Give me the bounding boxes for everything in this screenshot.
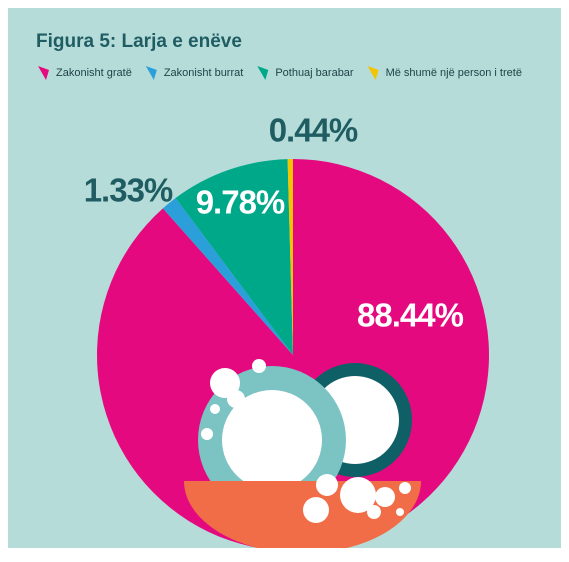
bubble <box>303 497 329 523</box>
bubble <box>227 390 245 408</box>
bubble <box>375 487 395 507</box>
data-label: 0.44% <box>269 112 358 149</box>
data-label: 88.44% <box>357 297 464 334</box>
bubble <box>201 428 213 440</box>
bubble <box>367 505 381 519</box>
data-label: 9.78% <box>196 184 285 221</box>
bubble <box>210 404 220 414</box>
legend-label: Më shumë një person i tretë <box>386 67 522 79</box>
data-label: 1.33% <box>84 172 173 209</box>
bubble <box>316 474 338 496</box>
legend-label: Zakonisht gratë <box>56 67 132 79</box>
page: {"chart_data": {"type": "pie", "title": … <box>0 0 569 562</box>
chart: Figura 5: Larja e enëve Zakonisht gratëZ… <box>0 0 569 562</box>
legend: Zakonisht gratë Zakonisht burrat Pothuaj b… <box>38 66 522 80</box>
bubble <box>399 482 411 494</box>
legend-label: Pothuaj barabar <box>275 67 354 79</box>
bubble <box>396 508 404 516</box>
bubble <box>252 359 266 373</box>
legend-label: Zakonisht burrat <box>164 67 243 79</box>
illustration <box>184 359 421 553</box>
chart-title: Figura 5: Larja e enëve <box>36 31 242 52</box>
